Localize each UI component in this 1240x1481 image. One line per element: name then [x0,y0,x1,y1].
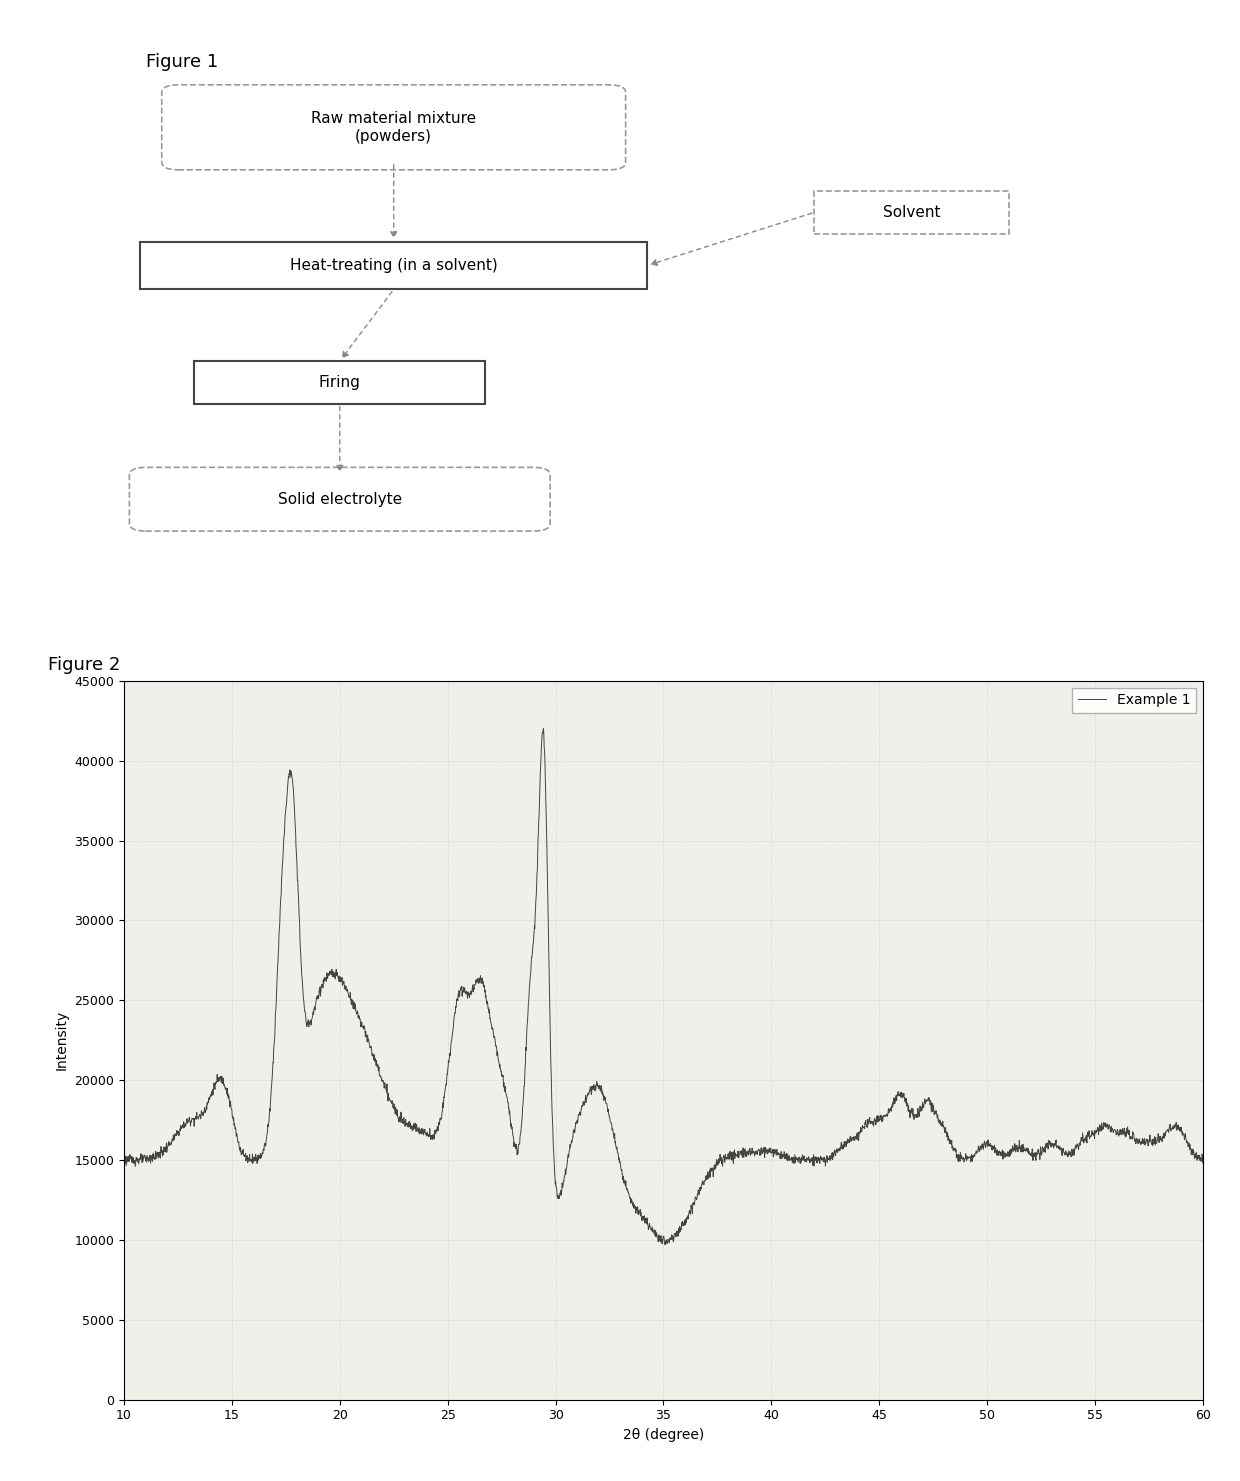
Text: Figure 2: Figure 2 [48,656,120,674]
Example 1 [657,1235,672,1253]
Text: Figure 1: Figure 1 [145,53,218,71]
Example 1 [304,1016,319,1034]
FancyBboxPatch shape [161,84,626,170]
Text: Solvent: Solvent [883,204,940,219]
Text: Raw material mixture
(powders): Raw material mixture (powders) [311,111,476,144]
Example 1 [578,1093,593,1111]
Text: Heat-treating (in a solvent): Heat-treating (in a solvent) [290,258,497,273]
FancyBboxPatch shape [815,191,1008,234]
Example 1 [117,1154,131,1171]
X-axis label: 2θ (degree): 2θ (degree) [622,1428,704,1442]
Text: Solid electrolyte: Solid electrolyte [278,492,402,507]
Example 1 [1059,1143,1074,1161]
Example 1 [531,844,546,862]
FancyBboxPatch shape [195,361,485,404]
Example 1 [536,720,551,738]
Y-axis label: Intensity: Intensity [55,1010,69,1071]
Text: Firing: Firing [319,375,361,390]
Legend: Example 1: Example 1 [1073,687,1195,712]
Example 1 [1195,1154,1210,1171]
Example 1 [239,1146,254,1164]
FancyBboxPatch shape [129,468,551,532]
Line: Example 1: Example 1 [124,729,1203,1244]
FancyBboxPatch shape [140,241,647,289]
Example 1 [1174,1126,1189,1143]
